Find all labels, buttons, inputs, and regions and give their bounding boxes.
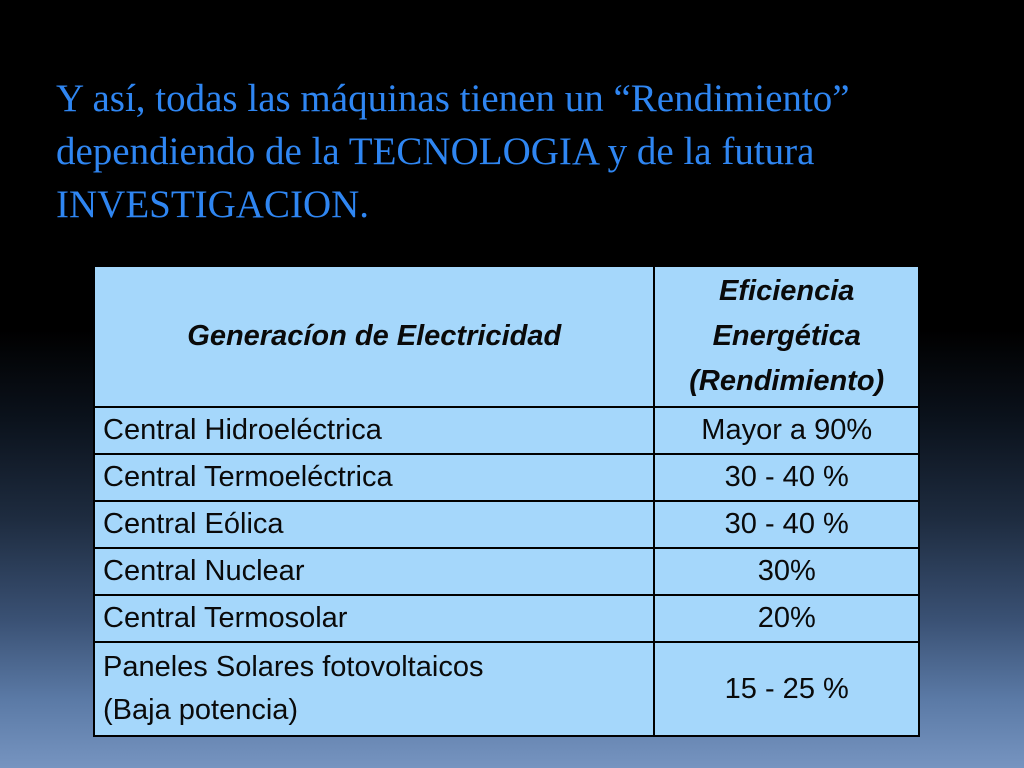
cell-generation: Central Eólica: [92, 500, 656, 549]
cell-generation: Central Hidroeléctrica: [92, 406, 656, 455]
table-row: Paneles Solares fotovoltaicos (Baja pote…: [92, 641, 920, 737]
cell-generation: Paneles Solares fotovoltaicos (Baja pote…: [92, 641, 656, 737]
slide-title: Y así, todas las máquinas tienen un “Ren…: [56, 72, 996, 231]
table-row: Central Eólica 30 - 40 %: [92, 500, 920, 549]
table-row: Central Hidroeléctrica Mayor a 90%: [92, 406, 920, 455]
cell-generation: Central Termoeléctrica: [92, 453, 656, 502]
cell-generation: Central Termosolar: [92, 594, 656, 643]
cell-efficiency: 30 - 40 %: [653, 500, 920, 549]
table-header-row: Generacíon de Electricidad Eficiencia En…: [92, 265, 920, 408]
slide-title-line: dependiendo de la TECNOLOGIA y de la fut…: [56, 130, 815, 173]
slide-title-line: Y así, todas las máquinas tienen un “Ren…: [56, 77, 850, 120]
table-row: Central Termoeléctrica 30 - 40 %: [92, 453, 920, 502]
header-generation: Generacíon de Electricidad: [92, 265, 656, 408]
slide-title-line: INVESTIGACION.: [56, 183, 370, 226]
header-efficiency-line: Energética: [712, 320, 861, 352]
header-efficiency: Eficiencia Energética (Rendimiento): [653, 265, 920, 408]
efficiency-table: Generacíon de Electricidad Eficiencia En…: [92, 265, 920, 737]
header-efficiency-line: (Rendimiento): [689, 365, 885, 397]
cell-generation: Central Nuclear: [92, 547, 656, 596]
cell-generation-line: (Baja potencia): [103, 694, 299, 726]
header-efficiency-line: Eficiencia: [719, 275, 855, 307]
cell-generation-line: Paneles Solares fotovoltaicos: [103, 651, 484, 683]
table-row: Central Termosolar 20%: [92, 594, 920, 643]
table-row: Central Nuclear 30%: [92, 547, 920, 596]
cell-efficiency: 15 - 25 %: [653, 641, 920, 737]
cell-efficiency: Mayor a 90%: [653, 406, 920, 455]
cell-efficiency: 30%: [653, 547, 920, 596]
cell-efficiency: 20%: [653, 594, 920, 643]
cell-efficiency: 30 - 40 %: [653, 453, 920, 502]
